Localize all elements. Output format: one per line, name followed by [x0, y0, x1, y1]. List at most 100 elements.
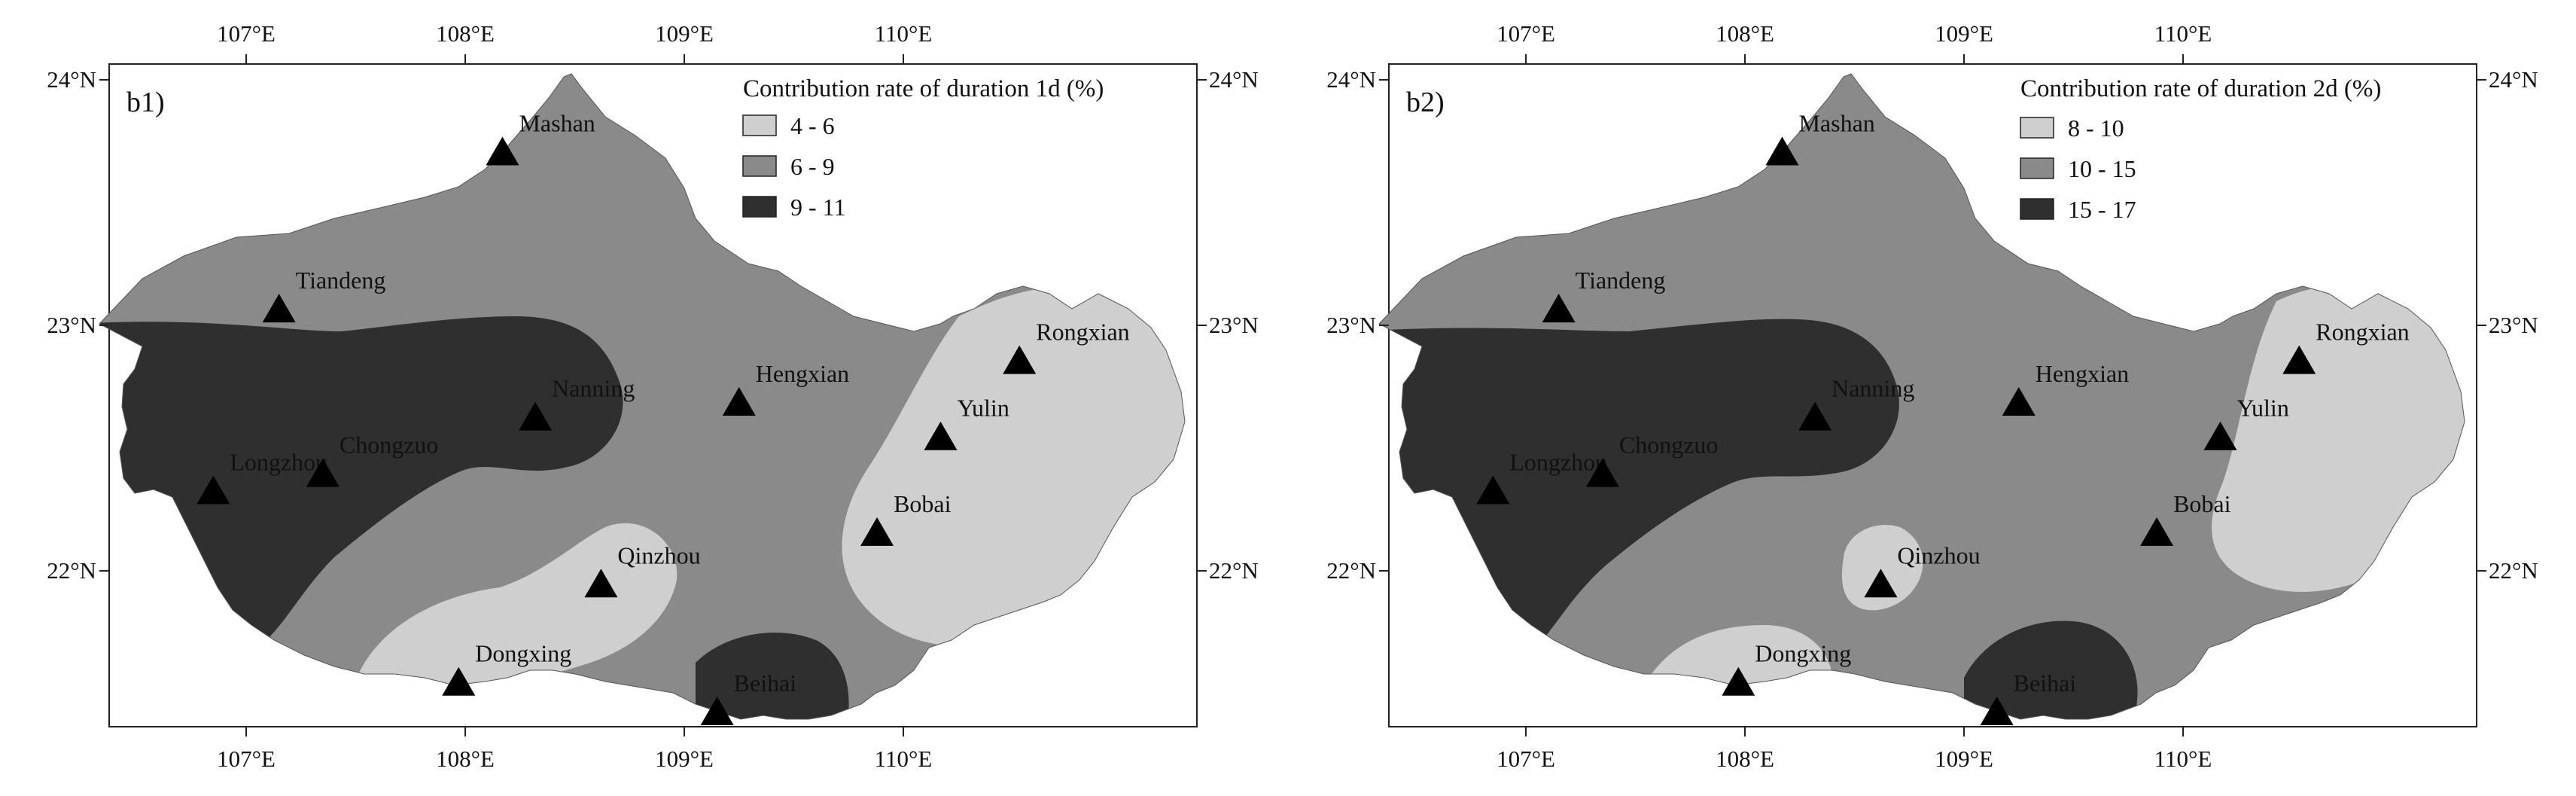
x-tick-label: 108°E	[1716, 20, 1774, 47]
station-yulin: Yulin	[924, 395, 1009, 450]
map-panel-1: 107°E 108°E 109°E 110°E 107°E 108°E 109°…	[47, 20, 1259, 772]
legend-label: 9 - 11	[790, 194, 845, 221]
station-label: Yulin	[957, 395, 1009, 422]
station-nanning: Nanning	[1798, 375, 1914, 431]
y-tick-label: 22°N	[1209, 557, 1259, 584]
station-label: Longzhou	[230, 448, 327, 475]
station-tiandeng: Tiandeng	[1542, 267, 1666, 323]
station-triangle-icon	[2002, 387, 2036, 416]
stations: Mashan Tiandeng Nanning Hengxian Rongxian Yul…	[196, 110, 1130, 725]
legend: Contribution rate of duration 2d (%) 8 -…	[2020, 75, 2381, 223]
station-triangle-icon	[196, 475, 230, 505]
station-triangle-icon	[2282, 345, 2316, 374]
station-label: Mashan	[1798, 110, 1874, 137]
station-hengxian: Hengxian	[2002, 360, 2129, 416]
station-label: Bobai	[2173, 490, 2231, 517]
station-longzhou: Longzhou	[1476, 448, 1607, 505]
station-rongxian: Rongxian	[2282, 319, 2410, 374]
station-label: Chongzuo	[1619, 432, 1719, 459]
y-tick-label: 24°N	[2489, 66, 2538, 93]
y-tick-label: 24°N	[1326, 66, 1376, 93]
station-rongxian: Rongxian	[1003, 319, 1130, 374]
station-chongzuo: Chongzuo	[1585, 432, 1719, 487]
legend-label: 4 - 6	[790, 112, 835, 139]
map-panel-2: 107°E 108°E 109°E 110°E 107°E 108°E 109°…	[1326, 20, 2538, 772]
axis-ticks	[1379, 54, 2486, 737]
legend-label: 6 - 9	[790, 153, 835, 180]
x-tick-label: 110°E	[2154, 746, 2212, 772]
legend-swatch-dark	[742, 196, 777, 218]
legend-swatch-mid	[742, 155, 777, 177]
y-tick-label: 23°N	[1326, 312, 1376, 338]
y-tick-label: 23°N	[47, 312, 96, 338]
stations: Mashan Tiandeng Nanning Hengxian Rongxian Yul…	[1476, 110, 2410, 725]
x-tick-label: 107°E	[1497, 746, 1555, 772]
station-label: Hengxian	[2036, 360, 2129, 387]
y-tick-labels-right: 24°N 23°N 22°N	[1209, 66, 1259, 584]
station-triangle-icon	[1864, 569, 1898, 598]
station-label: Qinzhou	[617, 541, 700, 569]
panel-tag: b1)	[126, 87, 165, 118]
station-triangle-icon	[1798, 401, 1832, 431]
station-label: Chongzuo	[340, 432, 439, 459]
y-tick-labels-right: 24°N 23°N 22°N	[2489, 66, 2538, 584]
y-tick-label: 24°N	[47, 66, 96, 93]
station-label: Nanning	[552, 375, 635, 402]
y-tick-label: 23°N	[2489, 312, 2538, 338]
x-tick-label: 108°E	[436, 746, 495, 772]
x-tick-label: 107°E	[217, 20, 276, 47]
station-triangle-icon	[2203, 421, 2237, 450]
station-triangle-icon	[924, 421, 958, 450]
station-triangle-icon	[1585, 458, 1619, 487]
station-nanning: Nanning	[519, 375, 635, 431]
legend-label: 15 - 17	[2068, 196, 2136, 223]
station-label: Nanning	[1832, 375, 1914, 402]
station-dongxing: Dongxing	[442, 640, 571, 696]
station-dongxing: Dongxing	[1722, 640, 1851, 696]
station-label: Yulin	[2236, 395, 2288, 422]
y-tick-label: 23°N	[1209, 312, 1259, 338]
station-chongzuo: Chongzuo	[306, 432, 439, 487]
x-tick-labels-bottom: 107°E 108°E 109°E 110°E	[1497, 746, 2212, 772]
station-label: Bobai	[894, 490, 952, 517]
station-bobai: Bobai	[2140, 490, 2231, 546]
station-triangle-icon	[1542, 294, 1576, 323]
station-triangle-icon	[262, 294, 296, 323]
station-tiandeng: Tiandeng	[262, 267, 386, 323]
x-tick-label: 110°E	[875, 20, 933, 47]
x-tick-label: 108°E	[436, 20, 495, 47]
x-tick-label: 109°E	[1935, 20, 1993, 47]
legend-label: 10 - 15	[2068, 155, 2136, 182]
station-triangle-icon	[1765, 136, 1799, 166]
station-qinzhou: Qinzhou	[584, 541, 701, 598]
station-triangle-icon	[519, 401, 553, 431]
legend-title: Contribution rate of duration 1d (%)	[743, 75, 1104, 102]
x-tick-labels-top: 107°E 108°E 109°E 110°E	[217, 20, 932, 47]
zone-light-qinzhou	[1841, 524, 1923, 611]
station-triangle-icon	[584, 569, 618, 598]
x-tick-labels-bottom: 107°E 108°E 109°E 110°E	[217, 746, 932, 772]
station-triangle-icon	[2140, 517, 2174, 546]
station-hengxian: Hengxian	[722, 360, 849, 416]
x-tick-label: 109°E	[655, 746, 714, 772]
station-mashan: Mashan	[486, 110, 595, 166]
zone-dark-west	[99, 316, 623, 648]
station-beihai: Beihai	[1980, 669, 2076, 725]
zone-dark-west	[1379, 319, 1899, 648]
legend-label: 8 - 10	[2068, 114, 2124, 142]
station-label: Tiandeng	[296, 267, 386, 294]
legend-swatch-light	[2020, 117, 2054, 139]
axis-ticks	[99, 54, 1207, 737]
station-beihai: Beihai	[700, 669, 797, 725]
station-bobai: Bobai	[860, 490, 952, 546]
y-tick-label: 22°N	[1326, 557, 1376, 584]
station-triangle-icon	[306, 458, 340, 487]
legend-swatch-light	[742, 114, 777, 136]
station-label: Beihai	[734, 669, 797, 697]
x-tick-label: 109°E	[655, 20, 714, 47]
station-label: Tiandeng	[1576, 267, 1666, 294]
station-label: Qinzhou	[1897, 541, 1980, 569]
x-tick-label: 107°E	[217, 746, 276, 772]
y-tick-label: 22°N	[2489, 557, 2538, 584]
x-tick-label: 108°E	[1716, 746, 1774, 772]
